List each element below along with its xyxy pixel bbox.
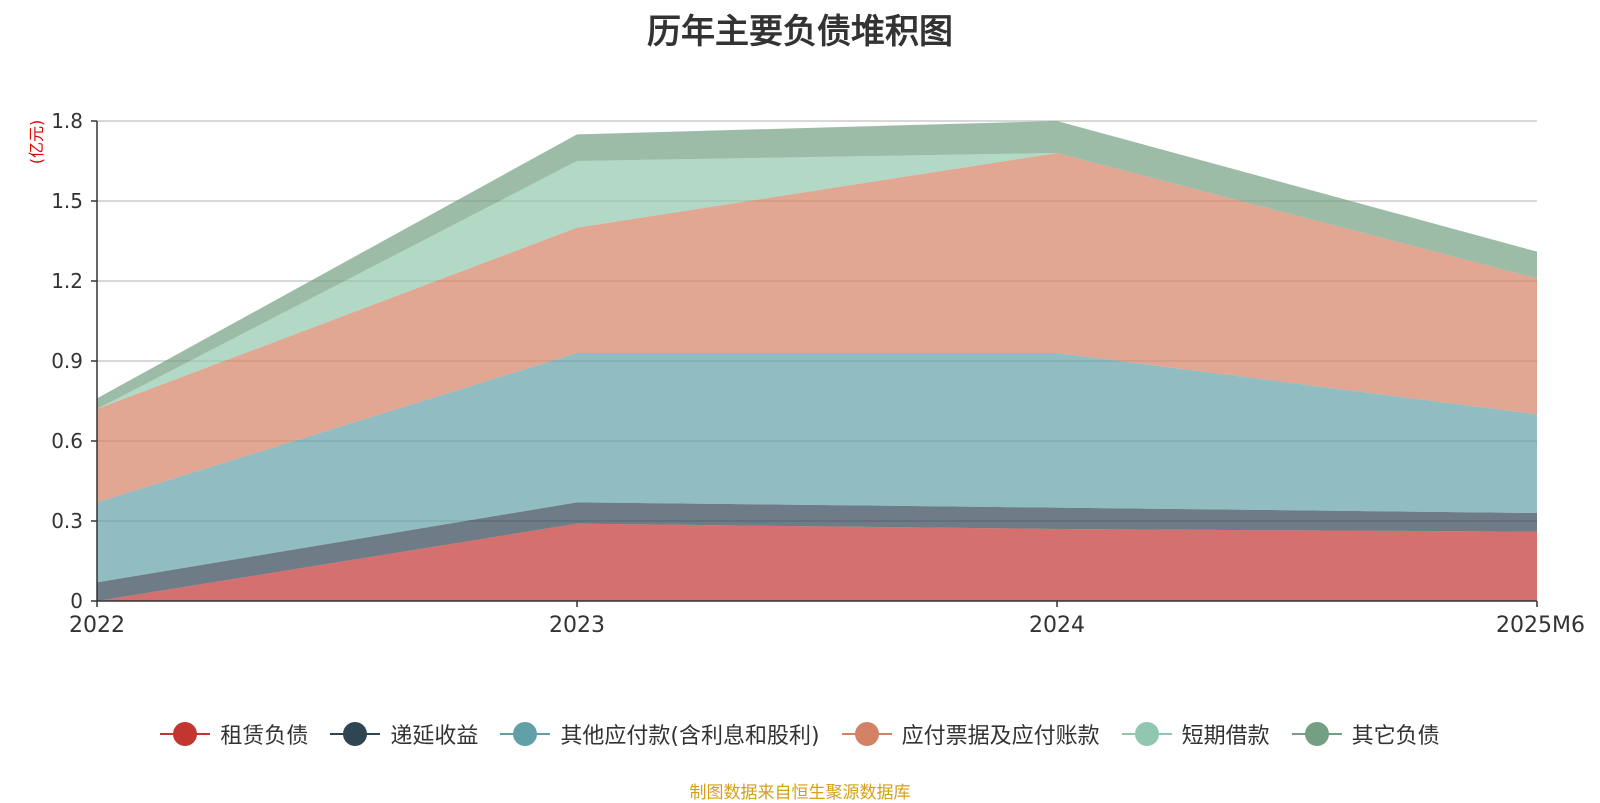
legend-marker-icon <box>1121 722 1172 746</box>
legend-item[interactable]: 租赁负债 <box>160 718 308 750</box>
area-series-3 <box>97 153 1537 503</box>
x-tick-label: 2022 <box>69 613 125 638</box>
legend-marker-icon <box>330 722 381 746</box>
y-tick-label: 0.3 <box>51 509 83 533</box>
legend-item[interactable]: 应付票据及应付账款 <box>841 718 1100 750</box>
legend-label: 短期借款 <box>1181 724 1270 749</box>
legend-item[interactable]: 其它负债 <box>1291 718 1440 750</box>
x-tick-label: 2023 <box>549 613 605 638</box>
legend-item[interactable]: 递延收益 <box>330 718 478 750</box>
legend-label: 租赁负债 <box>220 724 309 749</box>
y-tick-label: 1.2 <box>51 269 83 293</box>
area-series-2 <box>97 353 1537 583</box>
legend-marker-icon <box>160 722 211 746</box>
legend-marker-icon <box>1291 722 1342 746</box>
y-tick-label: 1.5 <box>51 189 83 213</box>
legend-label: 其它负债 <box>1351 724 1440 749</box>
legend-label: 应付票据及应付账款 <box>901 724 1100 749</box>
x-tick-label: 2025M6 <box>1496 613 1585 638</box>
y-tick-label: 0.6 <box>51 429 83 453</box>
legend: 租赁负债 递延收益 其他应付款(含利息和股利) 应付票据及应付账款 短期借款 其它负债 <box>0 718 1600 750</box>
legend-item[interactable]: 其他应付款(含利息和股利) <box>500 718 820 750</box>
legend-label: 其他应付款(含利息和股利) <box>560 724 820 749</box>
y-axis-unit-label: (亿元) <box>27 120 46 165</box>
y-tick-label: 1.8 <box>51 109 83 133</box>
x-tick-label: 2024 <box>1029 613 1085 638</box>
source-note: 制图数据来自恒生聚源数据库 <box>689 783 911 803</box>
y-tick-label: 0.9 <box>51 349 83 373</box>
legend-marker-icon <box>841 722 892 746</box>
area-series-0 <box>97 523 1537 601</box>
legend-marker-icon <box>500 722 551 746</box>
chart-title: 历年主要负债堆积图 <box>647 12 953 52</box>
legend-item[interactable]: 短期借款 <box>1121 718 1270 750</box>
area-series-4 <box>97 153 1537 409</box>
y-tick-label: 0 <box>70 589 83 613</box>
legend-label: 递延收益 <box>390 724 479 749</box>
axes: 0 0.3 0.6 0.9 1.2 1.5 1.8 2022 2023 2024 2025M6 <box>51 109 1585 638</box>
area-series <box>97 121 1537 601</box>
area-series-1 <box>97 502 1537 601</box>
